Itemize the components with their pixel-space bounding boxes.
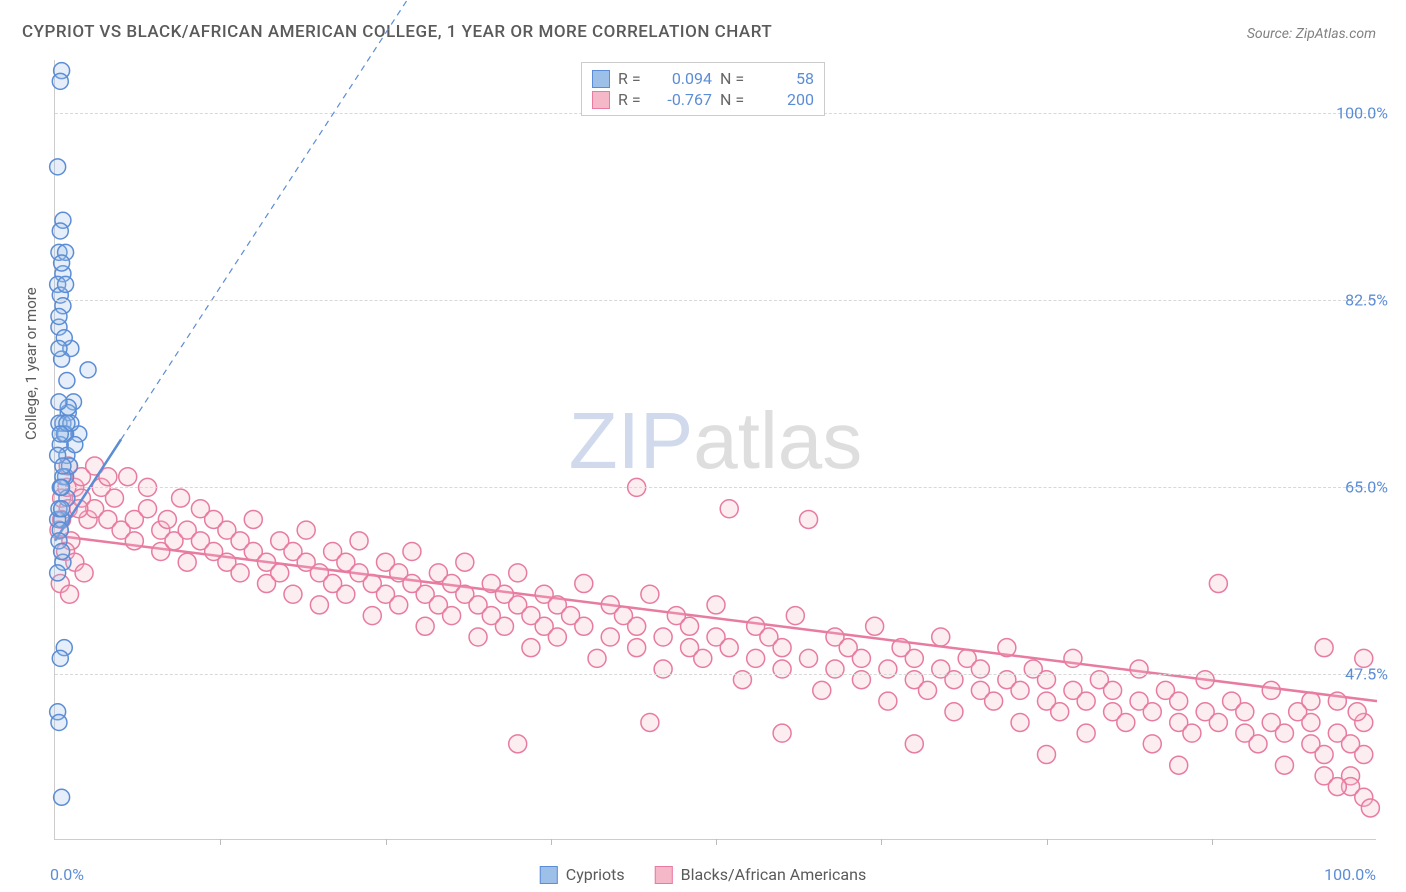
legend-row-blacks: R = -0.767 N = 200 [592,90,814,109]
scatter-svg [55,60,1377,840]
r-label: R = [618,90,646,109]
r-value-blacks: -0.767 [654,90,712,109]
legend-row-cypriots: R = 0.094 N = 58 [592,69,814,88]
series-legend: Cypriots Blacks/African Americans [540,865,866,884]
y-tick-label: 82.5% [1345,291,1388,310]
n-value-blacks: 200 [756,90,814,109]
source-attribution: Source: ZipAtlas.com [1247,26,1376,42]
y-tick-label: 65.0% [1345,478,1388,497]
chart-title: CYPRIOT VS BLACK/AFRICAN AMERICAN COLLEG… [22,22,772,42]
swatch-blacks [592,91,610,109]
y-tick-label: 47.5% [1345,665,1388,684]
series-label-blacks: Blacks/African Americans [681,865,867,884]
r-value-cypriots: 0.094 [654,69,712,88]
legend-item-blacks: Blacks/African Americans [655,865,867,884]
correlation-legend: R = 0.094 N = 58 R = -0.767 N = 200 [581,62,825,116]
n-label: N = [720,90,748,109]
swatch-blacks [655,866,673,884]
plot-area: ZIPatlas [54,60,1376,840]
n-label: N = [720,69,748,88]
x-tick-min: 0.0% [50,865,84,884]
y-axis-label: College, 1 year or more [22,287,40,440]
x-tick-max: 100.0% [1324,865,1376,884]
series-label-cypriots: Cypriots [566,865,625,884]
swatch-cypriots [540,866,558,884]
swatch-cypriots [592,70,610,88]
legend-item-cypriots: Cypriots [540,865,625,884]
y-tick-label: 100.0% [1336,104,1388,123]
r-label: R = [618,69,646,88]
n-value-cypriots: 58 [756,69,814,88]
